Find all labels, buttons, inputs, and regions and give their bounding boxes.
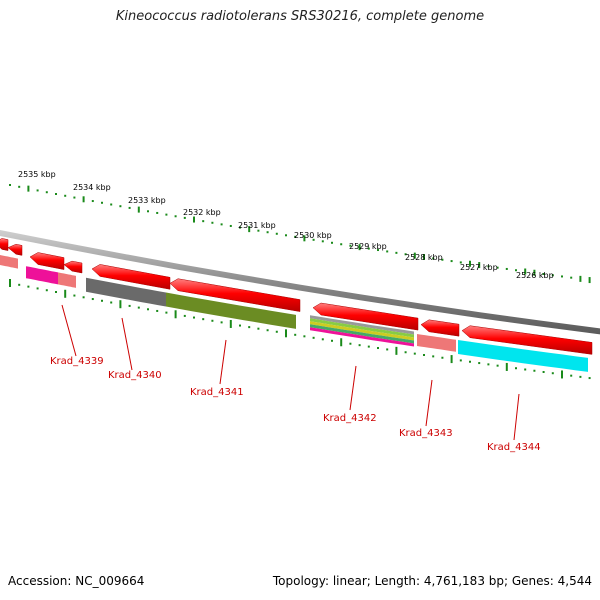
- genome-info-text: Topology: linear; Length: 4,761,183 bp; …: [272, 574, 592, 588]
- gene-leader-line: [219, 339, 227, 385]
- kbp-label: 2526 kbp: [516, 271, 554, 280]
- kbp-label: 2529 kbp: [349, 242, 387, 251]
- kbp-label: 2528 kbp: [405, 253, 443, 262]
- feature-band: [310, 327, 414, 347]
- gene-label: Krad_4341: [190, 387, 244, 398]
- backbone-line: [0, 230, 600, 335]
- kbp-label: 2527 kbp: [460, 263, 498, 272]
- feature-pink: [26, 266, 58, 285]
- gene-arrow-krad-4343: [420, 319, 460, 337]
- gene-leader-line: [61, 304, 77, 357]
- gene-features: [0, 238, 593, 372]
- kbp-label: 2535 kbp: [18, 170, 56, 179]
- gene-arrow-krad-4341: [169, 278, 301, 312]
- gene-label: Krad_4339: [50, 356, 104, 367]
- feature-gray: [86, 277, 166, 307]
- feature-salmon: [58, 272, 76, 288]
- kbp-label: 2531 kbp: [238, 221, 276, 230]
- kbp-label: 2534 kbp: [73, 183, 111, 192]
- kbp-label: 2530 kbp: [294, 231, 332, 240]
- feature-band: [310, 321, 414, 341]
- gene-arrow: [0, 238, 9, 251]
- feature-salmon: [0, 255, 18, 269]
- gene-leader-line: [121, 317, 133, 371]
- gene-label: Krad_4342: [323, 413, 377, 424]
- accession-text: Accession: NC_009664: [8, 574, 145, 588]
- gene-arrow-krad-4344: [461, 325, 593, 355]
- gene-label: Krad_4340: [108, 370, 162, 381]
- map-title: Kineococcus radiotolerans SRS30216, comp…: [115, 9, 485, 24]
- feature-band: [310, 318, 414, 338]
- ruler-bottom: [9, 278, 591, 380]
- feature-cyan: [458, 340, 588, 372]
- gene-labels: Krad_4339 Krad_4340 Krad_4341 Krad_4342 Krad…: [50, 304, 541, 453]
- gene-leader-line: [425, 379, 433, 427]
- gene-arrow-krad-4339: [29, 252, 65, 270]
- gene-label: Krad_4344: [487, 442, 541, 453]
- kbp-labels: 2535 kbp 2534 kbp 2533 kbp 2532 kbp 2531 kbp…: [18, 170, 554, 280]
- ruler-top: [9, 183, 591, 284]
- genome-backbone: [0, 230, 600, 335]
- kbp-label: 2533 kbp: [128, 196, 166, 205]
- kbp-label: 2532 kbp: [183, 208, 221, 217]
- feature-band: [310, 315, 414, 335]
- feature-salmon: [417, 334, 456, 352]
- gene-arrow-krad-4339b: [63, 260, 83, 274]
- gene-arrow-krad-4342: [312, 302, 419, 331]
- feature-olive: [166, 292, 296, 329]
- gene-label: Krad_4343: [399, 428, 453, 439]
- gene-leader-line: [513, 393, 520, 441]
- gene-leader-line: [349, 365, 357, 411]
- gene-arrow: [7, 243, 23, 256]
- feature-band: [310, 324, 414, 344]
